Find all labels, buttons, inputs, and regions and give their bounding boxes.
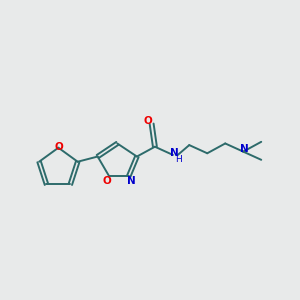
Text: O: O [144,116,153,126]
Text: N: N [239,144,248,154]
Text: N: N [170,148,179,158]
Text: H: H [176,155,182,164]
Text: O: O [102,176,111,186]
Text: N: N [127,176,135,186]
Text: O: O [54,142,63,152]
